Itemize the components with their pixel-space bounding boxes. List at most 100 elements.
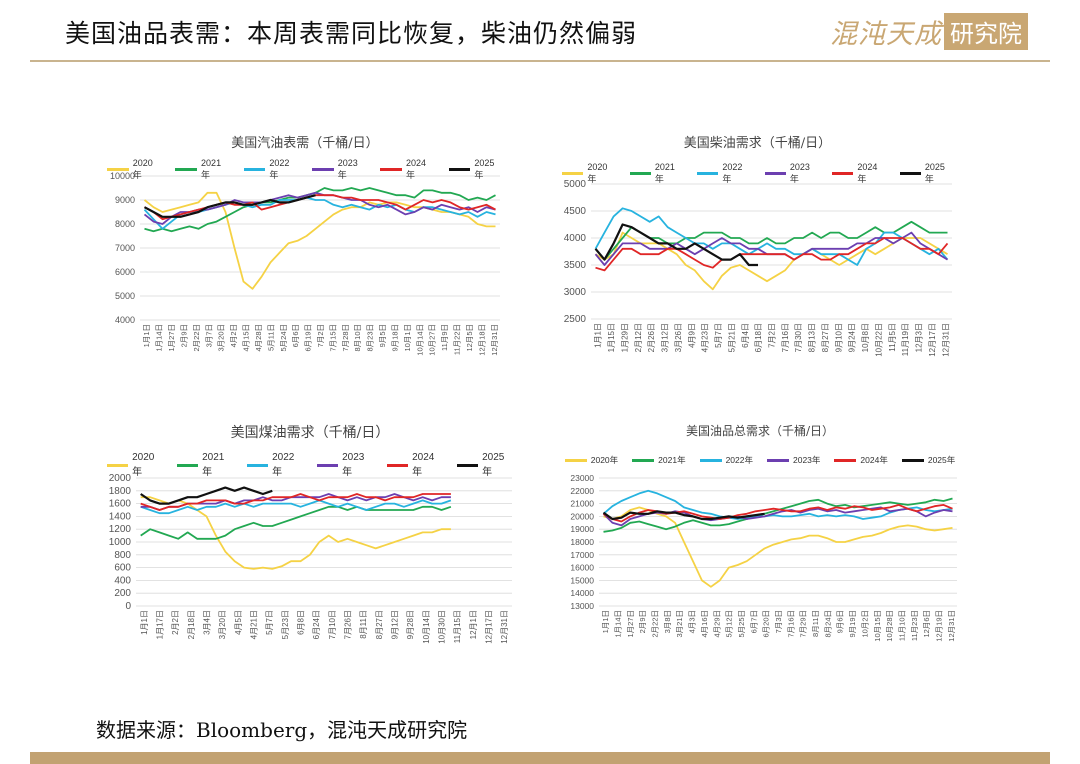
x-tick-label: 10月15日: [873, 610, 882, 642]
x-tick-label: 4月16日: [700, 610, 709, 638]
legend-label: 2022年: [722, 162, 743, 184]
legend-label: 2025年: [474, 158, 495, 180]
footer-band: [30, 752, 1050, 764]
legend-label: 2024年: [406, 158, 427, 180]
legend-item: 2024年: [832, 162, 886, 185]
legend-swatch: [387, 463, 409, 467]
legend-swatch: [834, 458, 857, 462]
x-tick-label: 4月2日: [229, 324, 238, 347]
legend-swatch: [632, 458, 655, 462]
series-line-2024年: [595, 237, 949, 272]
x-tick-label: 5月12日: [725, 610, 734, 638]
y-tick-label: 8000: [115, 219, 135, 229]
legend-item: 2025年: [457, 452, 513, 478]
y-tick-label: 3000: [564, 287, 587, 298]
x-tick-label: 2月9日: [179, 324, 188, 347]
x-tick-label: 9月18日: [390, 324, 399, 352]
y-tick-label: 3500: [564, 260, 587, 271]
x-tick-label: 9月28日: [406, 610, 415, 639]
legend-swatch: [564, 458, 587, 462]
legend-item: 2020年: [107, 452, 163, 478]
series-line-2021年: [144, 187, 496, 233]
x-tick-label: 2月22日: [192, 324, 201, 352]
x-tick-label: 2月18日: [187, 610, 196, 639]
x-tick-label: 10月8日: [861, 323, 870, 352]
legend-label: 2021年: [202, 452, 225, 478]
x-tick-label: 12月1日: [469, 610, 478, 639]
x-tick-label: 1月17日: [156, 610, 165, 639]
legend-item: 2021年: [177, 452, 233, 478]
x-tick-label: 1月1日: [601, 610, 610, 633]
x-tick-label: 10月14日: [415, 324, 424, 356]
series-line-2022年: [594, 207, 949, 266]
legend-item: 2024年: [387, 452, 443, 478]
chart-legend: 2020年 2021年 2022年 2023年 2024年 2025年: [100, 158, 510, 181]
x-tick-label: 12月3日: [915, 323, 924, 352]
x-tick-label: 8月23日: [366, 324, 375, 352]
x-tick-label: 11月5日: [888, 323, 897, 352]
y-tick-label: 15000: [570, 575, 594, 585]
series-line-2025年: [594, 223, 758, 267]
legend-item: 2022年: [697, 162, 751, 185]
x-tick-label: 2月9日: [638, 610, 647, 633]
x-tick-label: 11月22日: [453, 324, 462, 355]
legend-label: 2023年: [337, 158, 358, 180]
series-line-2020年: [143, 191, 496, 290]
legend-swatch: [699, 458, 722, 462]
y-tick-label: 19000: [570, 524, 594, 534]
x-tick-label: 8月11日: [811, 610, 820, 637]
x-tick-label: 3月12日: [661, 323, 670, 352]
x-tick-label: 3月26日: [674, 323, 683, 352]
legend-swatch: [457, 463, 479, 467]
y-tick-label: 21000: [570, 499, 594, 509]
legend-item: 2023年: [317, 452, 373, 478]
x-tick-label: 4月9日: [687, 323, 696, 348]
legend-item: 2022年: [699, 454, 753, 466]
x-tick-label: 1月15日: [607, 323, 616, 352]
logo-stamp: 研究院: [944, 13, 1028, 50]
x-tick-label: 7月16日: [786, 610, 795, 638]
x-tick-label: 12月6日: [922, 610, 931, 638]
y-tick-label: 0: [125, 601, 131, 612]
chart-plot: 13000 14000 15000 16000 17000 18000 19000 20000…: [570, 473, 957, 642]
legend-label: 2021年: [201, 158, 222, 180]
legend-label: 2021年: [654, 162, 675, 184]
x-tick-label: 9月24日: [848, 323, 857, 352]
y-tick-label: 800: [114, 550, 131, 561]
x-tick-label: 1月27日: [626, 610, 635, 638]
x-tick-label: 12月5日: [465, 324, 474, 352]
legend-label: 2024年: [412, 452, 435, 478]
y-tick-label: 16000: [570, 563, 594, 573]
series-line-2020年: [603, 506, 953, 588]
x-tick-label: 4月29日: [712, 610, 721, 638]
chart-title: 美国汽油表需（千桶/日）: [231, 136, 379, 151]
x-tick-label: 3月8日: [663, 610, 672, 633]
legend-swatch: [832, 172, 854, 175]
x-tick-label: 11月15日: [453, 610, 462, 643]
y-tick-label: 1400: [109, 511, 132, 522]
x-tick-label: 12月31日: [490, 324, 499, 356]
legend-item: 2021年: [175, 158, 229, 181]
x-tick-label: 3月7日: [204, 324, 213, 347]
x-tick-label: 9月5日: [378, 324, 387, 347]
x-tick-label: 10月28日: [885, 610, 894, 642]
header-divider: [30, 60, 1050, 62]
x-tick-label: 10月2日: [860, 610, 869, 638]
page-title: 美国油品表需：本周表需同比恢复，柴油仍然偏弱: [65, 19, 638, 48]
x-tick-label: 8月24日: [823, 610, 832, 638]
x-tick-label: 4月15日: [242, 324, 251, 352]
x-tick-label: 4月3日: [688, 610, 697, 633]
y-tick-label: 4000: [115, 315, 135, 325]
legend-item: 2025年: [899, 162, 954, 185]
legend-item: 2021年: [629, 162, 684, 185]
chart-title: 美国油品总需求（千桶/日）: [685, 424, 835, 438]
y-tick-label: 200: [114, 588, 131, 599]
series-line-2020年: [140, 496, 451, 570]
x-tick-label: 1月27日: [167, 324, 176, 352]
legend-item: 2022年: [247, 452, 303, 478]
x-tick-label: 7月3日: [774, 610, 783, 633]
chart-plot: 2500 3000 3500 4000 4500 5000 1月1日 1月15日 1月29日 2月…: [564, 179, 952, 357]
legend-item: 2023年: [312, 158, 366, 181]
y-tick-label: 2000: [109, 473, 132, 484]
